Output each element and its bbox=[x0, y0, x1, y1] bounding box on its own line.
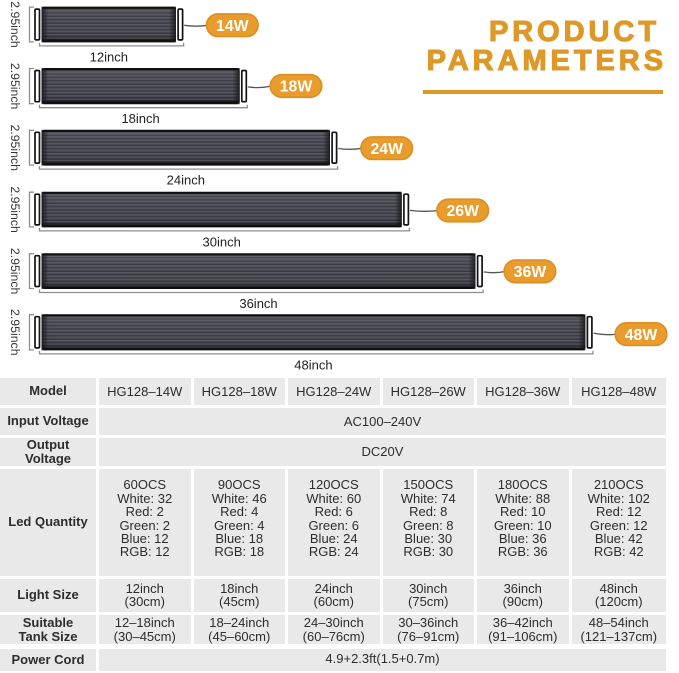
svg-text:2.95inch: 2.95inch bbox=[8, 1, 22, 48]
svg-text:36W: 36W bbox=[514, 264, 547, 281]
svg-text:18inch: 18inch bbox=[121, 111, 159, 126]
svg-text:36inch: 36inch bbox=[239, 296, 277, 311]
svg-text:2.95inch: 2.95inch bbox=[8, 309, 22, 356]
svg-text:48inch: 48inch bbox=[294, 357, 332, 372]
svg-text:2.95inch: 2.95inch bbox=[8, 248, 22, 295]
svg-text:26W: 26W bbox=[446, 203, 479, 220]
svg-text:24inch: 24inch bbox=[167, 173, 205, 188]
svg-text:24W: 24W bbox=[370, 141, 403, 158]
svg-text:12inch: 12inch bbox=[90, 49, 128, 64]
svg-text:2.95inch: 2.95inch bbox=[8, 124, 22, 171]
svg-text:30inch: 30inch bbox=[203, 234, 241, 249]
svg-text:18W: 18W bbox=[280, 79, 313, 96]
svg-text:48W: 48W bbox=[625, 327, 658, 344]
svg-text:2.95inch: 2.95inch bbox=[8, 63, 22, 110]
svg-text:14W: 14W bbox=[216, 18, 249, 35]
svg-text:2.95inch: 2.95inch bbox=[8, 186, 22, 233]
